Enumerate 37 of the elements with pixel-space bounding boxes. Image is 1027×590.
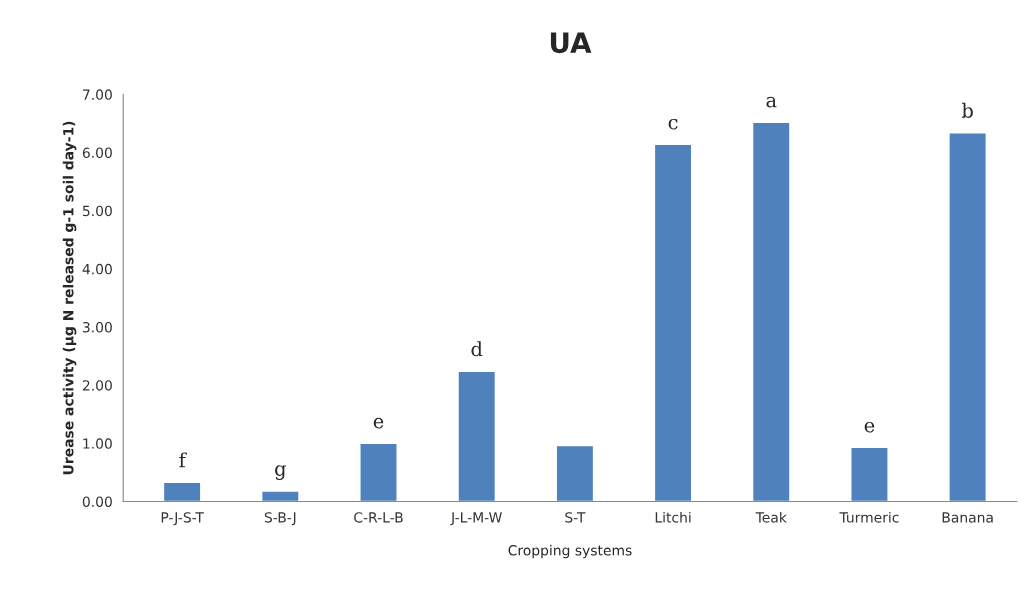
bar bbox=[260, 490, 300, 502]
y-tick-label: 7.00 bbox=[83, 89, 112, 100]
bar bbox=[850, 446, 889, 502]
bar bbox=[162, 481, 202, 502]
y-tick-label: 5.00 bbox=[82, 205, 112, 217]
chart-title: UA bbox=[550, 32, 592, 54]
bar bbox=[751, 121, 791, 502]
x-tick-label: Litchi bbox=[655, 511, 691, 523]
y-tick-label: 3.00 bbox=[82, 322, 112, 333]
annotation: d bbox=[471, 341, 483, 357]
bar bbox=[359, 442, 398, 502]
y-axis-title: Urease activity (µg N released g-1 soil day-1) bbox=[62, 121, 77, 475]
y-tick-label: 6.00 bbox=[82, 147, 112, 159]
x-tick-label: P-J-S-T bbox=[161, 512, 204, 526]
x-axis-title: Cropping systems bbox=[508, 544, 632, 559]
annotation: c bbox=[668, 118, 678, 130]
y-tick-label: 2.00 bbox=[82, 380, 112, 391]
annotation: b bbox=[961, 102, 973, 118]
x-tick-label: Banana bbox=[942, 512, 993, 523]
annotation: f bbox=[179, 452, 187, 468]
bar bbox=[555, 444, 595, 502]
y-tick-label: 0.00 bbox=[82, 496, 112, 507]
annotation: a bbox=[766, 96, 777, 108]
x-tick-label: J-L-M-W bbox=[450, 512, 502, 526]
bar bbox=[457, 370, 497, 502]
x-tick-label: Turmeric bbox=[839, 511, 899, 523]
x-tick-label: Teak bbox=[755, 511, 787, 523]
x-tick-label: C-R-L-B bbox=[354, 512, 403, 523]
bar bbox=[948, 132, 987, 502]
x-tick-label: S-B-J bbox=[264, 512, 296, 526]
y-tick-label: 1.00 bbox=[83, 438, 112, 449]
annotation: g bbox=[275, 465, 286, 480]
bar bbox=[653, 143, 693, 502]
annotation: e bbox=[864, 421, 875, 433]
y-tick-label: 4.00 bbox=[82, 263, 112, 275]
annotation: e bbox=[373, 417, 384, 429]
x-tick-label: S-T bbox=[565, 512, 586, 523]
